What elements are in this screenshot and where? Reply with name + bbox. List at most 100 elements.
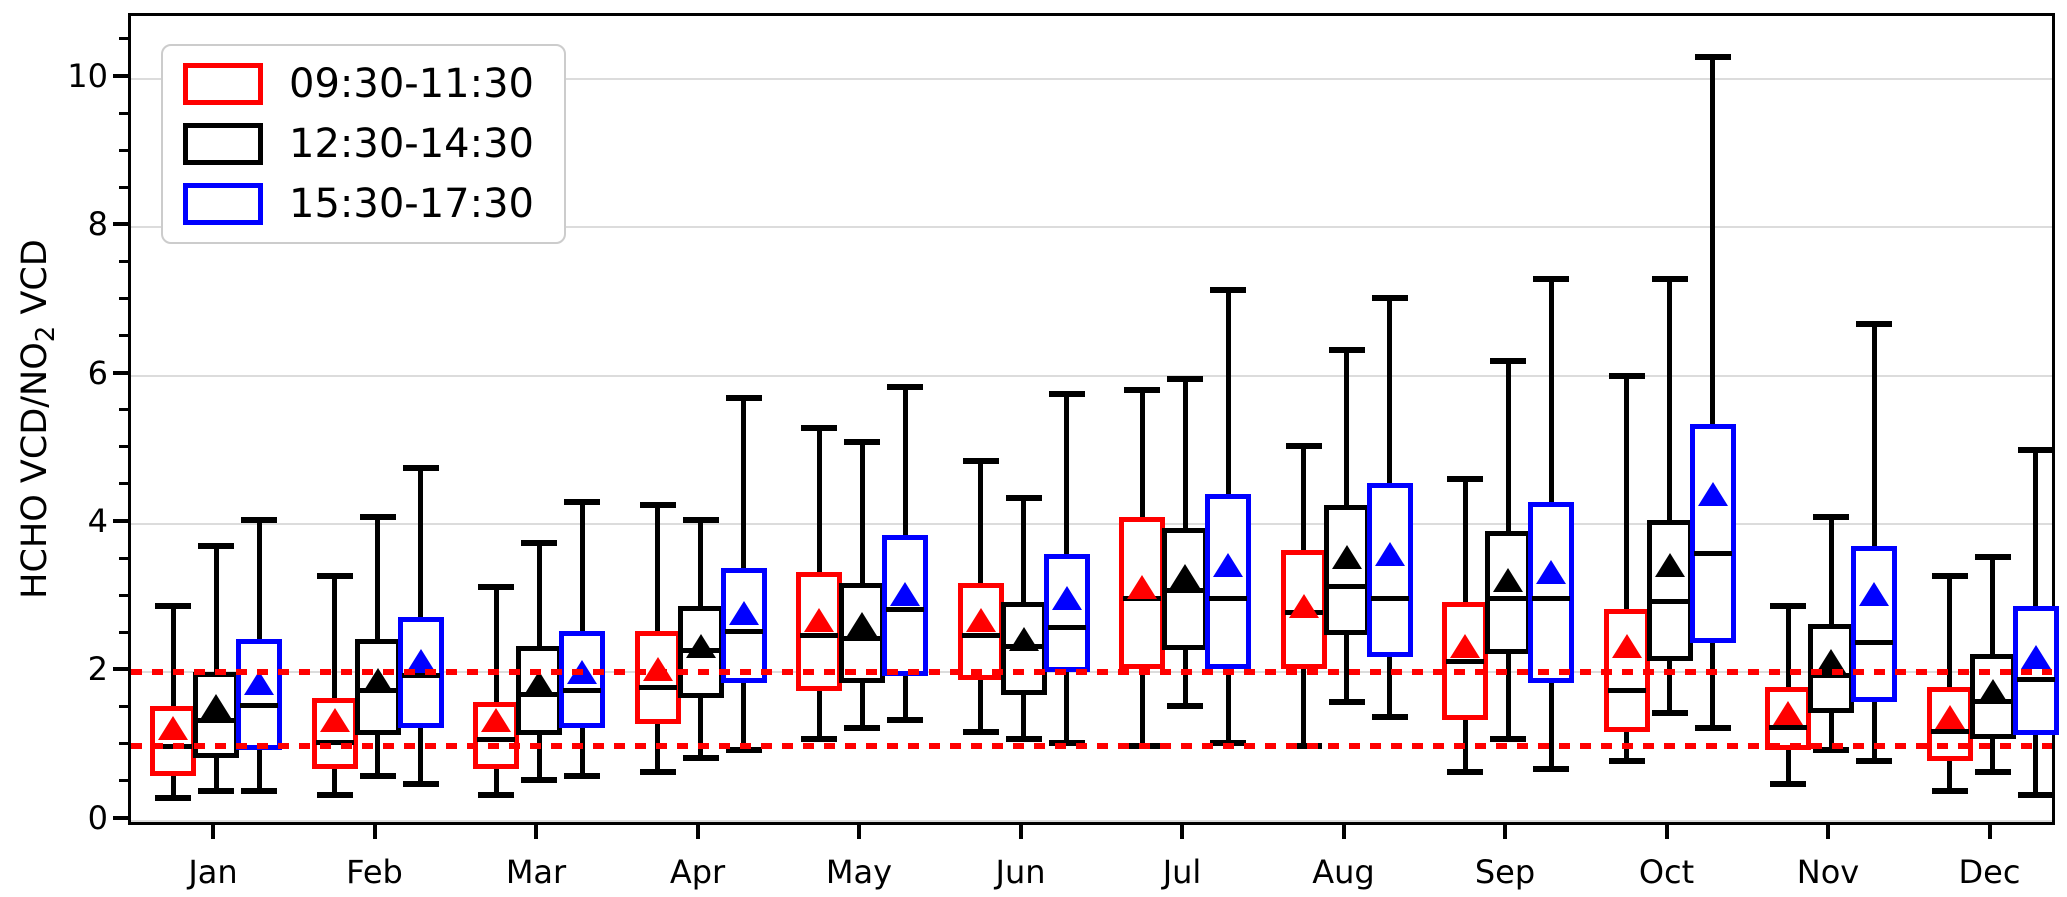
box-iqr bbox=[1646, 520, 1693, 662]
mean-marker bbox=[728, 600, 759, 625]
legend: 09:30-11:30 12:30-14:30 15:30-17:30 bbox=[161, 44, 566, 244]
mean-marker bbox=[1536, 560, 1566, 585]
whisker-cap-low bbox=[359, 773, 396, 780]
whisker-cap-low bbox=[1490, 736, 1526, 742]
y-major-tick bbox=[113, 815, 128, 820]
mean-marker bbox=[1450, 634, 1480, 659]
legend-row-0: 09:30-11:30 bbox=[183, 62, 534, 106]
y-tick-label: 4 bbox=[87, 501, 108, 540]
mean-marker bbox=[405, 649, 436, 674]
whisker-cap-low bbox=[801, 736, 837, 742]
whisker-cap-low bbox=[521, 776, 557, 783]
mean-marker bbox=[2020, 645, 2051, 670]
box-iqr bbox=[1043, 553, 1090, 673]
whisker-cap-low bbox=[639, 769, 676, 776]
whisker-cap-low bbox=[1694, 724, 1731, 731]
mean-marker bbox=[1934, 704, 1965, 729]
y-minor-tick bbox=[119, 779, 128, 782]
median-line bbox=[724, 628, 763, 634]
median-line bbox=[315, 740, 354, 746]
plot-area: 09:30-11:30 12:30-14:30 15:30-17:30 bbox=[128, 13, 2059, 825]
median-line bbox=[401, 673, 440, 679]
y-major-tick bbox=[113, 370, 128, 375]
y-minor-tick bbox=[119, 296, 128, 300]
whisker-cap-high bbox=[1651, 276, 1688, 283]
mean-marker bbox=[158, 715, 188, 740]
x-major-tick bbox=[211, 825, 215, 839]
whisker-cap-high bbox=[725, 394, 762, 401]
x-tick-label-nov: Nov bbox=[1796, 853, 1860, 891]
x-tick-label-mar: Mar bbox=[505, 853, 567, 891]
whisker-cap-low bbox=[1651, 710, 1688, 717]
y-minor-tick bbox=[119, 556, 128, 560]
whisker-cap-low bbox=[2017, 791, 2054, 798]
box-iqr bbox=[1366, 483, 1413, 658]
x-major-tick bbox=[1341, 825, 1346, 839]
x-major-tick bbox=[1987, 825, 1992, 839]
whisker-cap-high bbox=[1210, 287, 1246, 294]
y-minor-tick bbox=[119, 408, 128, 412]
y-minor-tick bbox=[119, 630, 128, 634]
median-line bbox=[1209, 595, 1247, 601]
whisker-line bbox=[170, 605, 176, 799]
x-major-tick bbox=[1018, 825, 1023, 839]
whisker-cap-low bbox=[725, 747, 762, 754]
mean-marker bbox=[319, 708, 350, 733]
x-major-tick bbox=[1826, 825, 1830, 839]
median-line bbox=[1166, 588, 1204, 594]
mean-marker bbox=[1493, 567, 1523, 592]
median-line bbox=[1370, 595, 1409, 601]
gridline-y6 bbox=[131, 374, 2052, 377]
x-tick-label-sep: Sep bbox=[1474, 853, 1536, 891]
x-major-tick bbox=[695, 825, 700, 839]
whisker-cap-high bbox=[639, 502, 676, 509]
whisker-line bbox=[1710, 56, 1715, 728]
median-line bbox=[1446, 658, 1484, 664]
gridline-y10 bbox=[131, 78, 2052, 81]
whisker-cap-low bbox=[1770, 780, 1806, 787]
whisker-cap-low bbox=[1608, 758, 1645, 765]
box-iqr bbox=[1205, 494, 1251, 669]
x-major-tick bbox=[1503, 825, 1507, 839]
whisker-cap-low bbox=[241, 787, 277, 794]
whisker-cap-high bbox=[962, 457, 999, 464]
whisker-cap-high bbox=[682, 517, 719, 524]
mean-marker bbox=[201, 693, 231, 718]
whisker-cap-low bbox=[478, 791, 514, 798]
whisker-cap-high bbox=[359, 513, 396, 520]
whisker-cap-high bbox=[844, 439, 880, 446]
legend-label-0: 09:30-11:30 bbox=[289, 61, 534, 107]
whisker-cap-high bbox=[1371, 294, 1408, 301]
legend-swatch-0 bbox=[183, 63, 263, 105]
whisker-cap-low bbox=[962, 728, 999, 735]
whisker-cap-high bbox=[1974, 554, 2011, 561]
whisker-cap-high bbox=[1167, 376, 1203, 383]
mean-marker bbox=[1213, 552, 1243, 577]
x-tick-label-apr: Apr bbox=[669, 853, 726, 891]
whisker-cap-low bbox=[887, 717, 923, 724]
y-tick-label: 6 bbox=[87, 353, 108, 392]
whisker-cap-low bbox=[198, 787, 234, 794]
whisker-cap-high bbox=[1124, 387, 1160, 394]
y-minor-tick bbox=[119, 482, 128, 486]
legend-swatch-1 bbox=[183, 123, 263, 165]
whisker-cap-high bbox=[1285, 443, 1322, 450]
mean-marker bbox=[481, 708, 511, 733]
median-line bbox=[638, 684, 677, 690]
whisker-line bbox=[213, 546, 219, 791]
whisker-cap-low bbox=[1371, 713, 1408, 720]
median-line bbox=[2016, 677, 2055, 683]
median-line bbox=[1693, 551, 1732, 557]
mean-marker bbox=[1654, 552, 1685, 577]
median-line bbox=[1855, 640, 1893, 646]
y-axis-label-subscript: 2 bbox=[31, 325, 61, 343]
whisker-cap-high bbox=[1447, 476, 1483, 483]
y-minor-tick bbox=[119, 334, 128, 338]
whisker-cap-high bbox=[521, 539, 557, 546]
mean-marker bbox=[1008, 626, 1039, 651]
mean-marker bbox=[804, 608, 834, 633]
whisker-cap-high bbox=[1328, 346, 1365, 353]
mean-marker bbox=[1816, 649, 1846, 674]
reference-line-y2 bbox=[131, 669, 2052, 676]
